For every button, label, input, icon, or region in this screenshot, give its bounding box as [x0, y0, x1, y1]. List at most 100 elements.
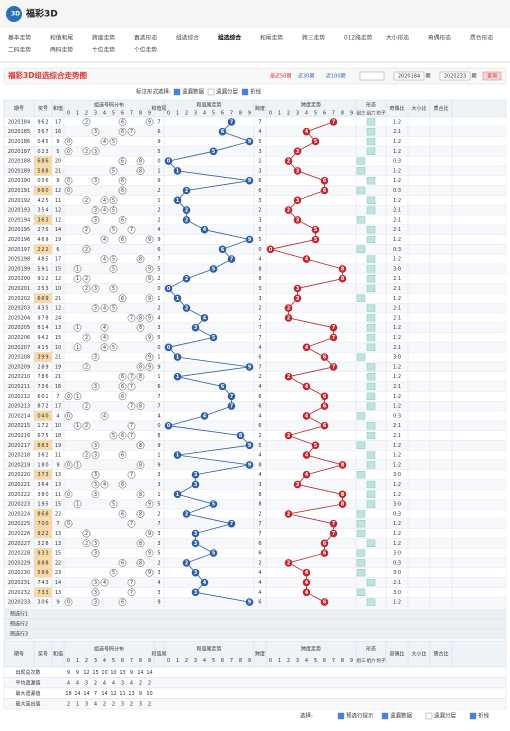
nav-link[interactable]: 和尾走势: [260, 34, 283, 42]
span: 2: [258, 511, 261, 517]
dist-ball: [100, 196, 109, 205]
digit-header: 5: [212, 110, 215, 116]
trend-digit: 2: [185, 217, 188, 223]
sum-tail: 7: [157, 394, 160, 400]
checkbox-label[interactable]: 折线: [478, 712, 490, 720]
dist-ball: [91, 539, 100, 548]
nav-link[interactable]: 二码走势: [8, 46, 31, 54]
dist-ball: [118, 559, 127, 567]
digit-header: 5: [112, 110, 115, 116]
shape-mark: [366, 373, 376, 381]
trend-ball: [173, 490, 182, 499]
shape-mark: [366, 598, 376, 606]
dist-ball: [64, 598, 73, 606]
trend-ball: [293, 167, 302, 175]
sum-tail: 6: [157, 384, 160, 390]
span: 8: [258, 492, 261, 498]
dist-ball: [136, 157, 145, 165]
checkbox-label[interactable]: 遗漏数据: [390, 712, 413, 720]
stat-value: 4: [130, 680, 133, 686]
checkbox-label[interactable]: 遗漏数据: [182, 88, 205, 96]
prize-digit: 0: [41, 521, 44, 527]
odd-even: 1:2: [393, 482, 401, 488]
dist-ball: [127, 402, 136, 410]
query-button-label[interactable]: 查询: [487, 73, 497, 80]
shape-mark: [356, 245, 366, 253]
row: [3, 214, 507, 226]
row: [3, 224, 507, 235]
dist-ball: [82, 284, 91, 293]
pair-highlight: [34, 558, 52, 568]
header-label: 质合比: [433, 651, 448, 658]
trend-ball: [329, 529, 338, 538]
trend-ball: [173, 353, 182, 361]
nav-link[interactable]: 奇偶形态: [428, 34, 451, 42]
issue: 2020230: [8, 570, 30, 576]
issue: 2020206: [8, 335, 30, 341]
range-link[interactable]: 近30期: [298, 73, 314, 80]
dist-digit: 3: [94, 306, 97, 312]
stat-value: 12: [110, 691, 116, 697]
dist-ball: [73, 392, 82, 401]
odd-even: 2:1: [393, 384, 401, 390]
nav-link[interactable]: 十位走势: [92, 46, 115, 54]
range-link[interactable]: 最近50期: [270, 73, 291, 80]
range-link[interactable]: 近100期: [326, 73, 346, 80]
dist-digit: 7: [130, 404, 133, 410]
trend-digit: 1: [176, 198, 179, 204]
span: 6: [258, 551, 261, 557]
dist-ball: [91, 206, 100, 214]
shape-mark: [366, 402, 376, 410]
dist-digit: 7: [130, 472, 133, 478]
span: 4: [258, 257, 261, 263]
nav-link[interactable]: 两码走势: [50, 46, 73, 54]
digit-header: 7: [130, 658, 133, 664]
span: 7: [258, 364, 261, 370]
sum: 17: [55, 257, 61, 263]
dist-digit: 9: [148, 296, 151, 302]
prize-digit: 0: [41, 600, 44, 606]
shape-mark: [366, 177, 376, 185]
prize-digit: 3: [41, 590, 44, 596]
trend-ball: [209, 333, 218, 342]
nav-link[interactable]: 直选形态: [134, 34, 157, 42]
trend-digit: 5: [314, 237, 317, 243]
sum: 16: [55, 129, 61, 135]
nav-link[interactable]: 组选综合: [218, 34, 241, 42]
nav-link[interactable]: 质合形态: [470, 34, 493, 42]
dist-digit: 0: [67, 492, 70, 498]
issue: 2020185: [8, 129, 30, 135]
nav-link[interactable]: 大小形态: [386, 34, 409, 42]
odd-even: 2:1: [393, 433, 401, 439]
dist-ball: [82, 421, 91, 430]
dist-digit: 8: [139, 511, 142, 517]
nav-link[interactable]: 012路走势: [344, 34, 373, 42]
digit-header: 3: [194, 110, 197, 116]
nav-link[interactable]: 和值和尾: [50, 34, 73, 42]
label: 期: [471, 74, 476, 80]
prize-digit: 8: [41, 159, 44, 165]
dist-digit: 3: [94, 443, 97, 449]
dist-digit: 3: [94, 482, 97, 488]
trend-digit: 6: [323, 541, 327, 547]
sum: 15: [55, 551, 61, 557]
trend-ball: [284, 431, 293, 440]
nav-link[interactable]: 跨度走势: [92, 34, 115, 42]
stat-value: 2: [139, 680, 142, 686]
input-text: 2020184: [398, 74, 420, 80]
checkbox-label[interactable]: 遗漏分层: [216, 88, 239, 96]
nav-link[interactable]: 组选综合: [176, 34, 199, 42]
nav-link[interactable]: 跨三走势: [302, 34, 325, 42]
prize-digit: 7: [37, 580, 40, 586]
shape-mark: [366, 235, 376, 244]
prize-digit: 4: [41, 413, 44, 419]
odd-even: 1:2: [393, 257, 401, 263]
dist-ball: [118, 176, 127, 185]
header-label: 跨度走势: [301, 645, 321, 652]
nav-link[interactable]: 基本走势: [8, 34, 31, 42]
nav-link[interactable]: 个位走势: [134, 46, 157, 54]
checkbox-label[interactable]: 折线: [250, 88, 262, 96]
sum-tail: 2: [157, 208, 160, 214]
checkbox-label[interactable]: 预选行提示: [346, 712, 374, 720]
checkbox-label[interactable]: 遗漏分层: [434, 712, 457, 720]
